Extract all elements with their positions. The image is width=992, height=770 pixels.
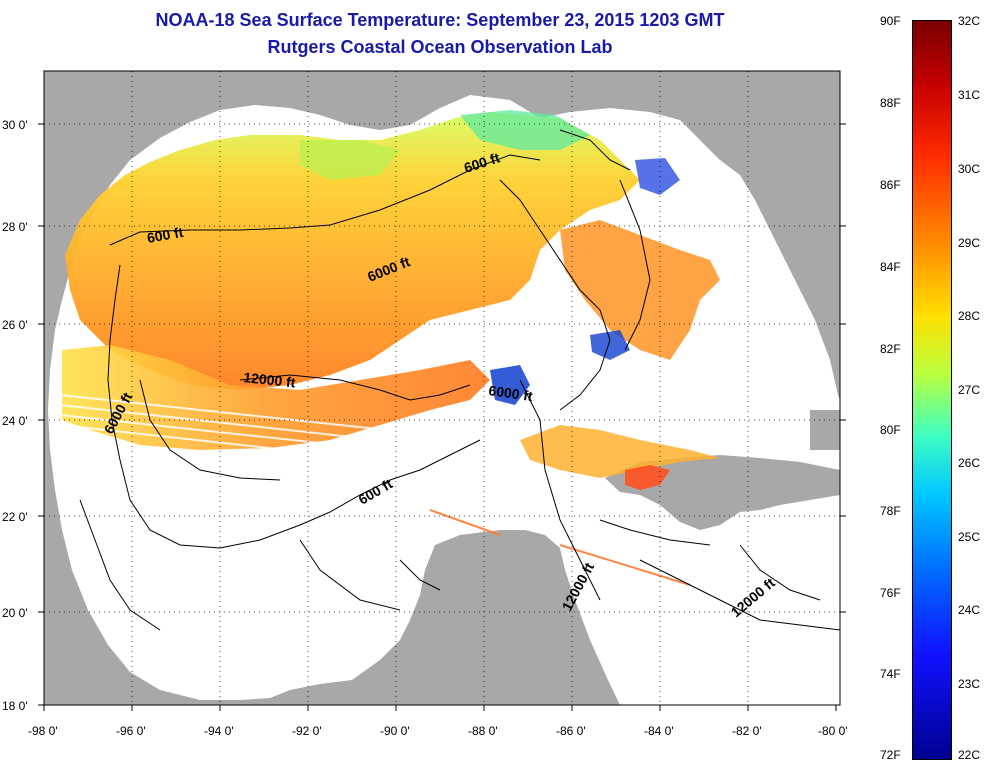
y-tick-label: 20 0' [2,606,28,620]
sst-loop-current [520,425,720,478]
colorbar-c-label: 28C [958,309,981,323]
colorbar-c-label: 26C [958,456,981,470]
colorbar-f-label: 90F [880,14,901,28]
x-tick-label: -98 0' [28,724,58,738]
x-tick-label: -84 0' [644,724,674,738]
land-mexico [44,490,620,705]
x-tick-label: -88 0' [468,724,498,738]
y-tick-label: 28 0' [2,220,28,234]
x-tick-label: -96 0' [116,724,146,738]
colorbar-f-label: 80F [880,423,901,437]
sst-east-patch [560,220,720,360]
colorbar-f-label: 76F [880,586,901,600]
colorbar-c-label: 31C [958,88,981,102]
colorbar-c-label: 25C [958,530,981,544]
colorbar-f-label: 72F [880,748,901,762]
colorbar [912,20,952,760]
cloud-streaks [59,394,481,469]
lat-lon-grid [44,71,840,705]
y-tick-label: 26 0' [2,318,28,332]
colorbar-c-label: 22C [958,748,981,762]
x-tick-label: -82 0' [732,724,762,738]
sst-cool-3 [635,158,680,195]
map-subtitle: Rutgers Coastal Ocean Observation Lab [267,37,613,57]
sst-warm-shelf [65,112,640,390]
y-tick-label: 18 0' [2,699,28,713]
contour-label: 12000 ft [243,369,297,390]
sst-cool-2 [590,330,630,360]
x-tick-label: -86 0' [556,724,586,738]
colorbar-c-label: 23C [958,677,981,691]
map-title: NOAA-18 Sea Surface Temperature: Septemb… [155,10,725,30]
colorbar-f-label: 78F [880,504,901,518]
sst-warm-band [62,345,490,450]
axis-ticks [38,123,846,711]
sst-cuba-warm [625,465,670,490]
y-tick-label: 30 0' [2,118,28,132]
x-tick-label: -94 0' [204,724,234,738]
colorbar-f-label: 86F [880,178,901,192]
x-tick-label: -92 0' [292,724,322,738]
y-tick-label: 22 0' [2,510,28,524]
y-tick-label: 24 0' [2,414,28,428]
colorbar-c-label: 24C [958,603,981,617]
colorbar-f-label: 84F [880,260,901,274]
x-tick-label: -80 0' [818,724,848,738]
land-florida [700,71,840,400]
colorbar-c-label: 29C [958,236,981,250]
land-bahamas [810,410,840,450]
warm-streaks [429,509,691,586]
colorbar-f-label: 82F [880,342,901,356]
x-tick-label: -90 0' [380,724,410,738]
map-frame [43,70,841,706]
colorbar-c-label: 27C [958,383,981,397]
contour-label: 600 ft [146,224,185,246]
colorbar-f-label: 74F [880,667,901,681]
colorbar-c-label: 32C [958,14,981,28]
sst-cool-1 [490,365,530,405]
colorbar-f-label: 88F [880,96,901,110]
colorbar-c-label: 30C [958,162,981,176]
sst-coast-green [460,110,590,150]
contour-label: 6000 ft [488,382,534,404]
sst-coast-green-2 [300,140,400,180]
bathymetry-contours [79,129,840,631]
